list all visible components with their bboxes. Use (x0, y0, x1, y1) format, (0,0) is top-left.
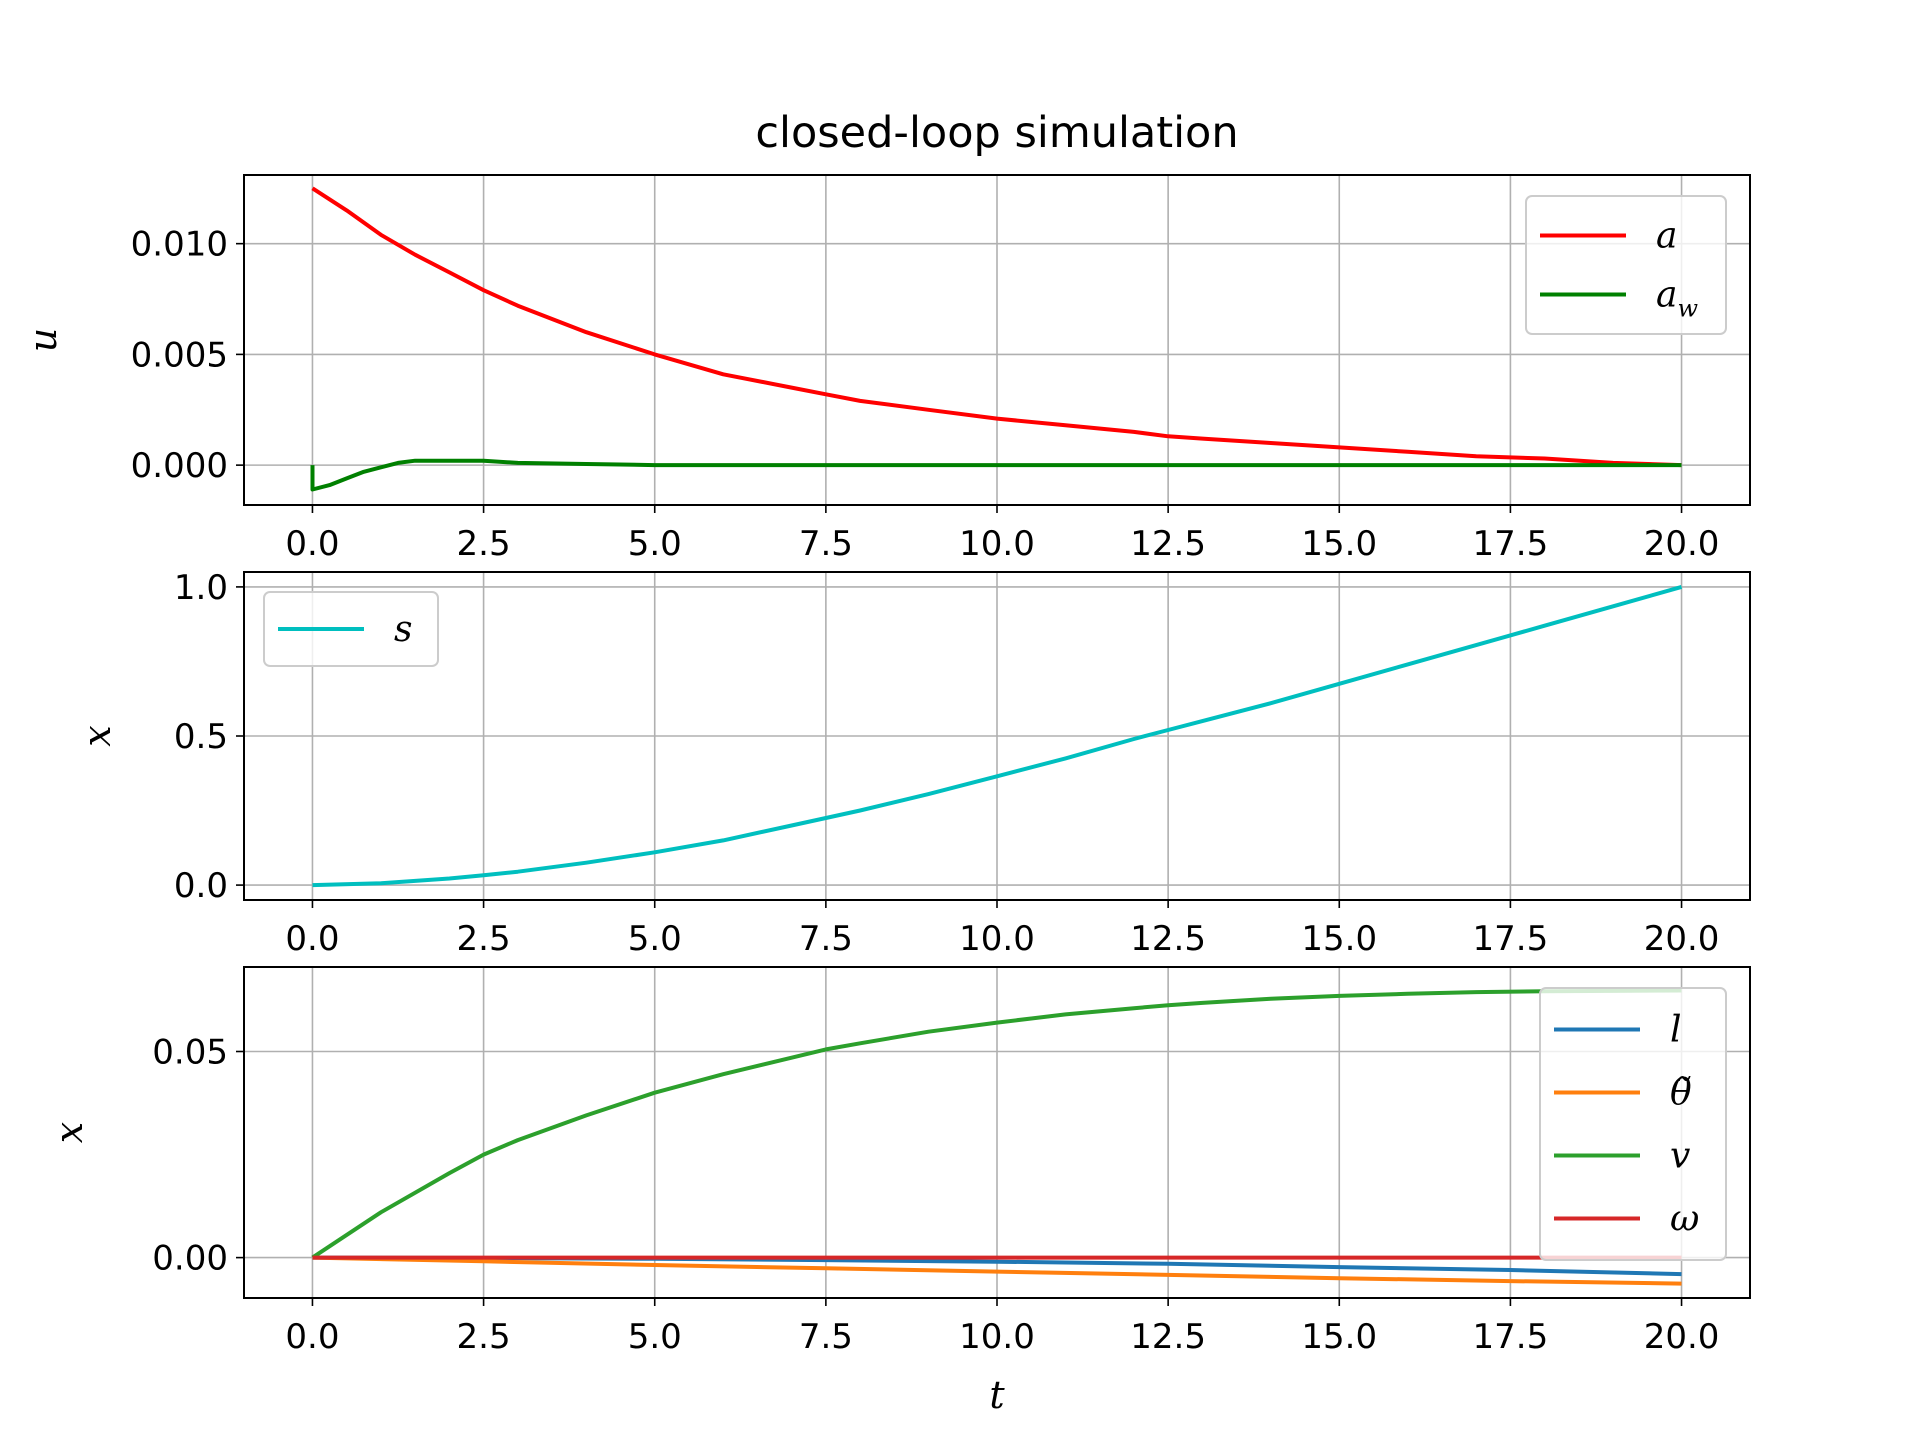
x-tick-label: 15.0 (1301, 919, 1377, 959)
legend: s (263, 591, 439, 667)
legend-label: s (394, 609, 412, 650)
series-line-1 (311, 186, 1682, 468)
x-tick-label: 5.0 (628, 1317, 682, 1357)
x-tick-label: 17.5 (1473, 1317, 1549, 1357)
y-tick-label: 0.5 (174, 717, 228, 757)
y-axis-label: x (75, 725, 119, 746)
x-tick-label: 12.5 (1130, 524, 1206, 564)
x-tick-label: 7.5 (799, 524, 853, 564)
series-line-2 (312, 1255, 1682, 1286)
x-tick-label: 17.5 (1473, 524, 1549, 564)
legend-label: l (1670, 1010, 1682, 1051)
x-tick-label: 10.0 (959, 919, 1035, 959)
series-line-3 (311, 988, 1682, 1260)
axes-frame (243, 966, 1751, 1299)
x-tick-label: 20.0 (1644, 919, 1720, 959)
x-tick-label: 20.0 (1644, 524, 1720, 564)
chart-title: closed-loop simulation (755, 108, 1238, 158)
x-tick-label: 5.0 (628, 524, 682, 564)
x-tick-label: 2.5 (457, 1317, 511, 1357)
x-tick-label: 10.0 (959, 1317, 1035, 1357)
series-line-2 (310, 458, 1682, 492)
legend: l θ̃ vω (1539, 987, 1727, 1261)
legend-label: θ̃ (1670, 1073, 1692, 1114)
legend-label: a (1656, 216, 1677, 257)
y-tick-label: 0.00 (152, 1239, 228, 1279)
x-tick-label: 10.0 (959, 524, 1035, 564)
x-tick-label: 17.5 (1473, 919, 1549, 959)
subplot-3: 0.0 2.5 5.0 7.5 10.0 12.5 15.0 17.5 20.0 0.00 0.05… (47, 966, 1751, 1417)
x-tick-label: 20.0 (1644, 1317, 1720, 1357)
x-tick-label: 0.0 (285, 919, 339, 959)
y-tick-label: 0.000 (131, 446, 228, 486)
axes-frame (243, 174, 1751, 506)
legend-label: ω (1670, 1199, 1699, 1240)
x-axis-label: t (989, 1373, 1005, 1417)
x-tick-label: 0.0 (285, 1317, 339, 1357)
legend-label: v (1670, 1136, 1690, 1177)
y-axis-label: u (21, 328, 65, 352)
x-tick-label: 7.5 (799, 919, 853, 959)
series-line-1 (312, 584, 1683, 888)
x-tick-label: 15.0 (1301, 524, 1377, 564)
legend: aaw (1525, 195, 1727, 335)
subplot-2: 0.0 2.5 5.0 7.5 10.0 12.5 15.0 17.5 20.0 0.0 0.5 1.… (75, 568, 1751, 959)
y-tick-label: 0.010 (131, 225, 228, 265)
y-tick-label: 0.005 (131, 335, 228, 375)
x-tick-label: 2.5 (457, 919, 511, 959)
x-tick-label: 5.0 (628, 919, 682, 959)
x-tick-label: 12.5 (1130, 919, 1206, 959)
y-tick-label: 0.0 (174, 866, 228, 906)
subplot-1: 0.0 2.5 5.0 7.5 10.0 12.5 15.0 17.5 20.0 0.000 0.0… (21, 108, 1751, 564)
x-tick-label: 15.0 (1301, 1317, 1377, 1357)
axes-frame (243, 571, 1751, 901)
x-tick-label: 7.5 (799, 1317, 853, 1357)
y-tick-label: 1.0 (174, 568, 228, 608)
x-tick-label: 0.0 (285, 524, 339, 564)
y-axis-label: x (47, 1122, 91, 1143)
y-tick-label: 0.05 (152, 1033, 228, 1073)
x-tick-label: 2.5 (457, 524, 511, 564)
x-tick-label: 12.5 (1130, 1317, 1206, 1357)
